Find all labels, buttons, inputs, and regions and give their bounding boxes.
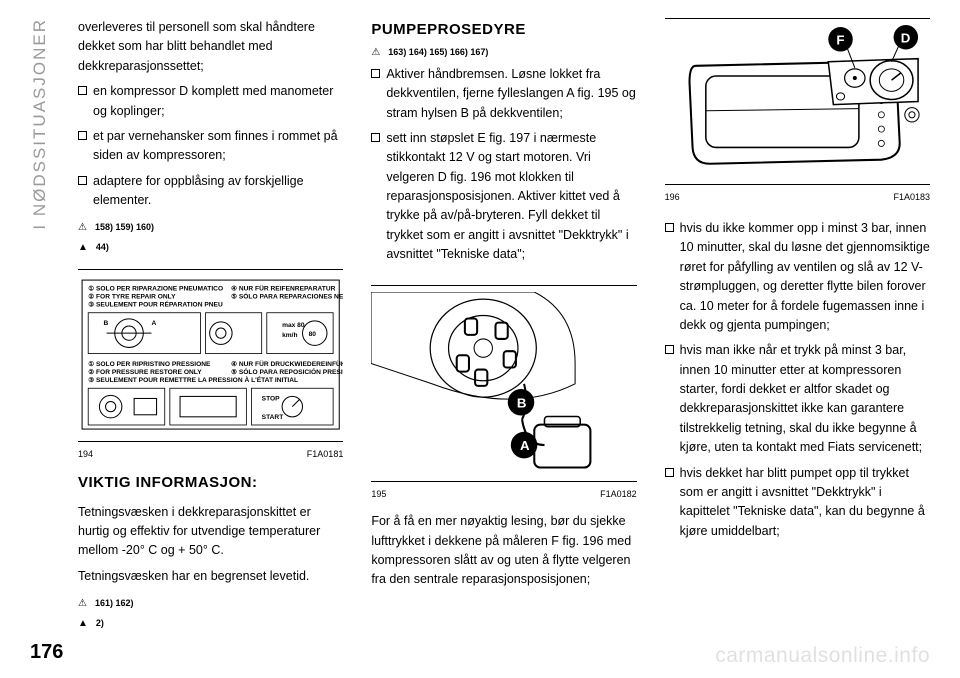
fig195-code: F1A0182 [600,488,637,502]
col1-p1: overleveres til personell som skal håndt… [78,18,343,76]
column-1: overleveres til personell som skal håndt… [78,18,343,635]
bullet-icon [78,176,87,185]
note-icon: ▲ [78,616,88,632]
svg-text:⑤ SÓLO PARA REPOSICIÓN PRESIÓN: ⑤ SÓLO PARA REPOSICIÓN PRESIÓN [231,367,343,376]
col1-warn-refs2: 161) 162) [95,597,134,611]
column-2: PUMPEPROSEDYRE ⚠ 163) 164) 165) 166) 167)… [371,18,636,635]
svg-text:② FOR TYRE REPAIR ONLY: ② FOR TYRE REPAIR ONLY [88,293,176,301]
svg-text:km/h: km/h [282,333,297,340]
svg-text:B: B [517,395,527,410]
col2-h1: PUMPEPROSEDYRE [371,18,636,41]
svg-text:① SOLO PER RIPRISTINO PRESSION: ① SOLO PER RIPRISTINO PRESSIONE [88,360,211,368]
svg-text:① SOLO PER RIPARAZIONE PNEUMAT: ① SOLO PER RIPARAZIONE PNEUMATICO [88,285,223,293]
column-3: F D 196 F1A0183 hvis du ikke kommer opp i… [665,18,930,635]
fig194-code: F1A0181 [307,448,344,462]
watermark: carmanualsonline.info [715,644,930,668]
bullet-icon [371,133,380,142]
fig196-code: F1A0183 [893,191,930,205]
svg-text:A: A [151,320,156,327]
col1-p3: Tetningsvæsken har en begrenset levetid. [78,567,343,586]
col2-p2: For å få en mer nøyaktig lesing, bør du … [371,512,636,590]
warning-triangle-icon: ⚠ [371,45,380,61]
warning-triangle-icon: ⚠ [78,220,87,236]
col1-note-refs2: 2) [96,617,104,631]
bullet-icon [78,131,87,140]
svg-text:STOP: STOP [262,396,280,403]
figure-194: ① SOLO PER RIPARAZIONE PNEUMATICO ② FOR … [78,269,343,441]
col1-p2: Tetningsvæsken i dekkreparasjonskittet e… [78,503,343,561]
svg-text:80: 80 [309,332,317,339]
fig195-num: 195 [371,488,386,502]
svg-text:A: A [520,438,530,453]
figure-196: F D [665,18,930,185]
bullet-icon [665,468,674,477]
note-icon: ▲ [78,240,88,256]
svg-text:D: D [900,30,910,45]
svg-text:max 80: max 80 [282,322,305,329]
svg-text:⑤ SÓLO PARA REPARACIONES NEUMÁ: ⑤ SÓLO PARA REPARACIONES NEUMÁTICOS [231,292,343,301]
col1-note-refs: 44) [96,241,109,255]
col1-warn-refs: 158) 159) 160) [95,221,154,235]
svg-text:F: F [836,32,844,47]
svg-text:B: B [104,320,109,327]
col1-b1: en kompressor D komplett med manometer o… [93,82,343,121]
svg-text:START: START [262,414,284,421]
svg-text:② FOR PRESSURE RESTORE ONLY: ② FOR PRESSURE RESTORE ONLY [88,368,202,376]
figure-195: B A [371,285,636,483]
sidebar-section-label: I NØDSSITUASJONER [30,18,50,232]
bullet-icon [665,223,674,232]
svg-text:③ SEULEMENT POUR RÉPARATION PN: ③ SEULEMENT POUR RÉPARATION PNEU [88,300,223,309]
warning-triangle-icon: ⚠ [78,596,87,612]
fig194-num: 194 [78,448,93,462]
svg-text:④ NUR FÜR DRUCKWIEDEREINFÜHRUN: ④ NUR FÜR DRUCKWIEDEREINFÜHRUNG [231,359,343,368]
fig196-num: 196 [665,191,680,205]
bullet-icon [665,345,674,354]
col1-h2: VIKTIG INFORMASJON: [78,471,343,494]
svg-text:③ SEULEMENT POUR REMETTRE LA P: ③ SEULEMENT POUR REMETTRE LA PRESSION À … [88,376,298,385]
col3-b2: hvis man ikke når et trykk på minst 3 ba… [680,341,930,457]
col2-b1: Aktiver håndbremsen. Løsne lokket fra de… [386,65,636,123]
col3-b3: hvis dekket har blitt pumpet opp til try… [680,464,930,542]
col3-b1: hvis du ikke kommer opp i minst 3 bar, i… [680,219,930,335]
svg-text:④ NUR FÜR REIFENREPARATUR: ④ NUR FÜR REIFENREPARATUR [231,284,336,293]
col2-warn-refs: 163) 164) 165) 166) 167) [388,46,488,60]
col1-b2: et par vernehansker som finnes i rommet … [93,127,343,166]
bullet-icon [371,69,380,78]
col1-b3: adaptere for oppblåsing av forskjellige … [93,172,343,211]
bullet-icon [78,86,87,95]
col2-b2: sett inn støpslet E fig. 197 i nærmeste … [386,129,636,265]
